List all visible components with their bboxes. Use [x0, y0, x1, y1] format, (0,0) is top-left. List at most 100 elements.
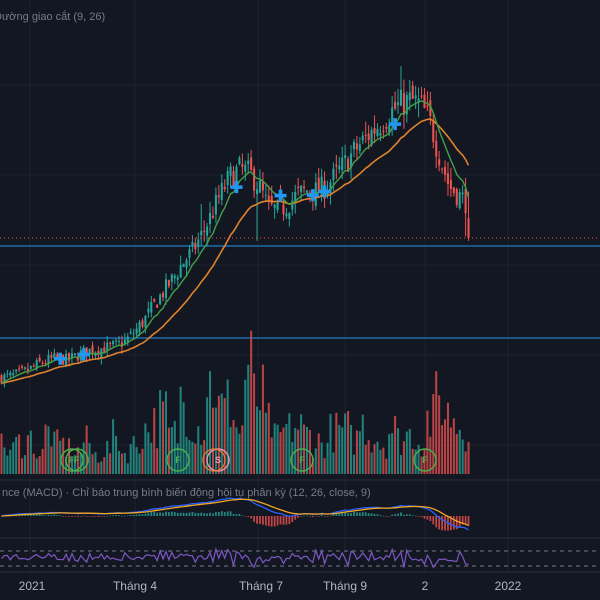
signal-badges[interactable]: FF F S F F	[60, 448, 437, 472]
candle[interactable]	[217, 185, 220, 204]
candle[interactable]	[441, 167, 444, 174]
candle[interactable]	[247, 152, 250, 175]
candle[interactable]	[270, 185, 273, 206]
candle[interactable]	[235, 164, 238, 185]
candle[interactable]	[44, 359, 47, 365]
candle[interactable]	[38, 354, 41, 363]
candle[interactable]	[206, 222, 209, 246]
candle[interactable]	[420, 86, 423, 99]
candle[interactable]	[414, 85, 417, 110]
candle[interactable]	[229, 162, 232, 188]
candle[interactable]	[21, 364, 24, 370]
candle[interactable]	[347, 156, 350, 173]
candle[interactable]	[449, 167, 452, 198]
signal-badge[interactable]: F	[166, 448, 190, 472]
candle[interactable]	[214, 187, 217, 223]
candle[interactable]	[29, 365, 32, 371]
candle[interactable]	[179, 255, 182, 279]
candle[interactable]	[273, 203, 276, 219]
candle[interactable]	[147, 301, 150, 318]
candle[interactable]	[432, 113, 435, 149]
candle[interactable]	[226, 166, 229, 194]
candle[interactable]	[285, 207, 288, 219]
candle[interactable]	[132, 328, 135, 339]
candle[interactable]	[103, 341, 106, 354]
candle[interactable]	[258, 169, 261, 194]
candle[interactable]	[458, 188, 461, 210]
signal-badge[interactable]: F	[413, 448, 437, 472]
candle[interactable]	[70, 347, 73, 365]
candle[interactable]	[167, 279, 170, 289]
candle[interactable]	[452, 186, 455, 197]
candle[interactable]	[361, 131, 364, 145]
candle[interactable]	[244, 160, 247, 181]
candle[interactable]	[467, 191, 470, 241]
candle[interactable]	[444, 160, 447, 182]
candle[interactable]	[144, 315, 147, 334]
candle[interactable]	[373, 115, 376, 144]
candle[interactable]	[288, 212, 291, 227]
candle[interactable]	[115, 338, 118, 346]
candle[interactable]	[173, 273, 176, 284]
candle[interactable]	[438, 150, 441, 172]
candle[interactable]	[238, 155, 241, 166]
candle[interactable]	[73, 353, 76, 357]
candle[interactable]	[129, 328, 132, 335]
candle[interactable]	[358, 137, 361, 155]
candle[interactable]	[223, 179, 226, 192]
candle[interactable]	[355, 135, 358, 160]
candle[interactable]	[153, 298, 156, 303]
candle[interactable]	[18, 364, 21, 373]
candle[interactable]	[402, 79, 405, 129]
candle[interactable]	[32, 363, 35, 368]
candle[interactable]	[182, 263, 185, 268]
signal-badge[interactable]: F	[290, 448, 314, 472]
candle[interactable]	[135, 323, 138, 337]
candle[interactable]	[141, 318, 144, 329]
candle[interactable]	[405, 91, 408, 123]
candle[interactable]	[399, 66, 402, 107]
candle[interactable]	[426, 91, 429, 112]
candle[interactable]	[185, 257, 188, 277]
candle[interactable]	[170, 273, 173, 291]
candle[interactable]	[350, 145, 353, 180]
candle[interactable]	[15, 369, 18, 375]
candle[interactable]	[232, 165, 235, 187]
candle[interactable]	[126, 332, 129, 346]
candle[interactable]	[220, 174, 223, 206]
candle[interactable]	[150, 295, 153, 318]
candle[interactable]	[267, 185, 270, 210]
candle[interactable]	[109, 341, 112, 349]
candle[interactable]	[6, 369, 9, 378]
candle[interactable]	[397, 88, 400, 114]
signal-badge[interactable]: FF	[60, 448, 89, 472]
candle[interactable]	[117, 335, 120, 345]
candle[interactable]	[364, 121, 367, 143]
candle[interactable]	[446, 161, 449, 196]
candle[interactable]	[194, 237, 197, 255]
candle[interactable]	[241, 153, 244, 175]
candle[interactable]	[435, 130, 438, 169]
candle[interactable]	[47, 349, 50, 368]
signal-badge[interactable]: S	[202, 448, 230, 472]
candle[interactable]	[250, 149, 253, 172]
candle[interactable]	[164, 273, 167, 305]
candle[interactable]	[300, 185, 303, 201]
candle[interactable]	[3, 372, 6, 388]
candle[interactable]	[120, 335, 123, 354]
candle[interactable]	[112, 339, 115, 347]
candle[interactable]	[367, 125, 370, 150]
candle[interactable]	[159, 293, 162, 306]
candle[interactable]	[91, 341, 94, 359]
candle[interactable]	[35, 357, 38, 372]
candle[interactable]	[455, 187, 458, 208]
candle[interactable]	[461, 185, 464, 204]
candle[interactable]	[317, 167, 320, 193]
candle[interactable]	[23, 366, 26, 371]
candle[interactable]	[211, 206, 214, 220]
candle[interactable]	[209, 201, 212, 233]
candle[interactable]	[303, 179, 306, 193]
candle[interactable]	[106, 335, 109, 358]
candle[interactable]	[200, 204, 203, 246]
